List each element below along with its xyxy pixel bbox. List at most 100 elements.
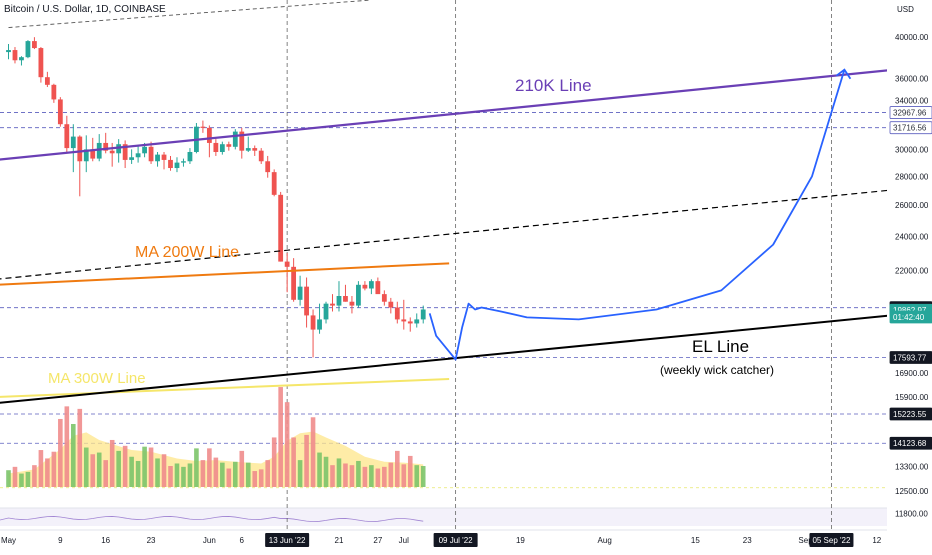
volume-bar	[96, 452, 102, 487]
candle-body	[32, 41, 37, 49]
volume-bar	[155, 458, 160, 487]
indicator-line	[0, 516, 424, 522]
volume-bar	[239, 450, 245, 487]
candle-body	[381, 294, 387, 302]
candle-body	[258, 150, 264, 162]
candle-body	[394, 307, 400, 320]
volume-bar	[375, 468, 381, 487]
time-badge	[265, 533, 310, 547]
volume-bar	[32, 465, 37, 487]
volume-bar	[297, 460, 303, 487]
volume-bar	[161, 454, 167, 487]
candle-body	[317, 319, 322, 330]
candle-body	[368, 281, 374, 289]
volume-bar	[207, 448, 212, 487]
candle-body	[142, 146, 147, 154]
price-badge-label: 32967.96	[893, 109, 927, 118]
time-tick-label: 15	[691, 536, 700, 545]
price-tick-label: 36000.00	[895, 74, 929, 83]
volume-bar	[19, 473, 24, 487]
price-axis-currency: USD	[897, 5, 914, 14]
volume-bar	[148, 447, 154, 487]
volume-bar	[336, 458, 342, 487]
candle-body	[6, 50, 11, 53]
volume-bar	[6, 470, 11, 487]
volume-bar	[291, 437, 296, 487]
candle-body	[122, 144, 128, 160]
volume-bar	[45, 458, 50, 487]
candle-body	[168, 159, 173, 169]
price-badge-label: 01:42:40	[893, 313, 925, 322]
candle-body	[304, 286, 309, 316]
candles	[6, 37, 426, 358]
volume-bar	[356, 460, 361, 487]
time-tick-label: 21	[335, 536, 344, 545]
volume-bar	[135, 460, 141, 487]
volume-bar	[388, 462, 394, 487]
projection-path	[428, 69, 846, 361]
candle-body	[375, 281, 381, 295]
volume-bar	[90, 454, 96, 487]
volume-bar	[343, 463, 348, 487]
volume-bar	[278, 387, 283, 487]
volume-bar	[181, 466, 186, 487]
volume-bar	[213, 457, 219, 487]
volume-bar	[200, 460, 206, 487]
time-tick-label: May	[1, 536, 16, 545]
time-tick-label: Aug	[598, 536, 612, 545]
candle-body	[323, 303, 329, 320]
candle-body	[19, 57, 24, 61]
volume-bar	[103, 460, 108, 487]
volume-bar	[395, 450, 400, 487]
ma-300w-line-trendline	[0, 378, 450, 398]
candle-body	[284, 261, 290, 267]
time-badge-label: 05 Sep '22	[812, 536, 851, 545]
volume-bar	[226, 468, 232, 487]
candle-body	[38, 48, 44, 78]
price-tick-label: 13300.00	[895, 463, 929, 472]
candle-body	[414, 319, 420, 324]
candle-body	[271, 172, 277, 195]
volume-bar	[323, 456, 329, 487]
volume-bar	[25, 471, 31, 487]
time-tick-label: 16	[101, 536, 110, 545]
volume-bar	[58, 418, 63, 487]
volume-bar	[284, 402, 290, 487]
volume-bar	[252, 471, 258, 487]
candle-body	[161, 154, 167, 160]
candle-body	[356, 284, 361, 306]
price-tick-label: 12500.00	[895, 487, 929, 496]
price-tick-label: 24000.00	[895, 232, 929, 241]
time-badge	[433, 533, 478, 547]
candle-body	[291, 266, 297, 300]
indicator-pane	[0, 508, 887, 526]
candle-body	[51, 84, 57, 100]
price-tick-label: 34000.00	[895, 97, 929, 106]
candle-body	[77, 136, 83, 162]
label-el-subtitle: (weekly wick catcher)	[660, 363, 774, 377]
candle-body	[64, 124, 70, 149]
price-badge-label: 14123.68	[893, 439, 927, 448]
volume-bar	[401, 464, 407, 487]
price-axis: USD 40000.00 36000.00 34000.00 30000.00 28000…	[887, 0, 932, 550]
volume-bar	[233, 461, 238, 487]
time-tick-label: 9	[58, 536, 63, 545]
time-tick-label: Sep	[798, 536, 813, 545]
volume-bar	[77, 408, 83, 487]
candle-body	[213, 142, 219, 152]
candle-body	[70, 136, 76, 149]
dashed-trendline	[8, 0, 372, 28]
price-tick-label: 28000.00	[895, 172, 929, 181]
price-tick-label: 11800.00	[895, 509, 928, 518]
price-badge-label: 17593.77	[893, 354, 927, 363]
volume-bar	[142, 446, 147, 487]
time-tick-label: 23	[743, 536, 752, 545]
time-tick-label: Jul	[399, 536, 409, 545]
ma-200w-line-trendline	[0, 262, 450, 286]
label-210k-line: 210K Line	[515, 76, 592, 95]
candle-body	[181, 161, 186, 163]
candle-body	[239, 131, 245, 151]
price-badge-label: 31716.56	[893, 124, 927, 133]
